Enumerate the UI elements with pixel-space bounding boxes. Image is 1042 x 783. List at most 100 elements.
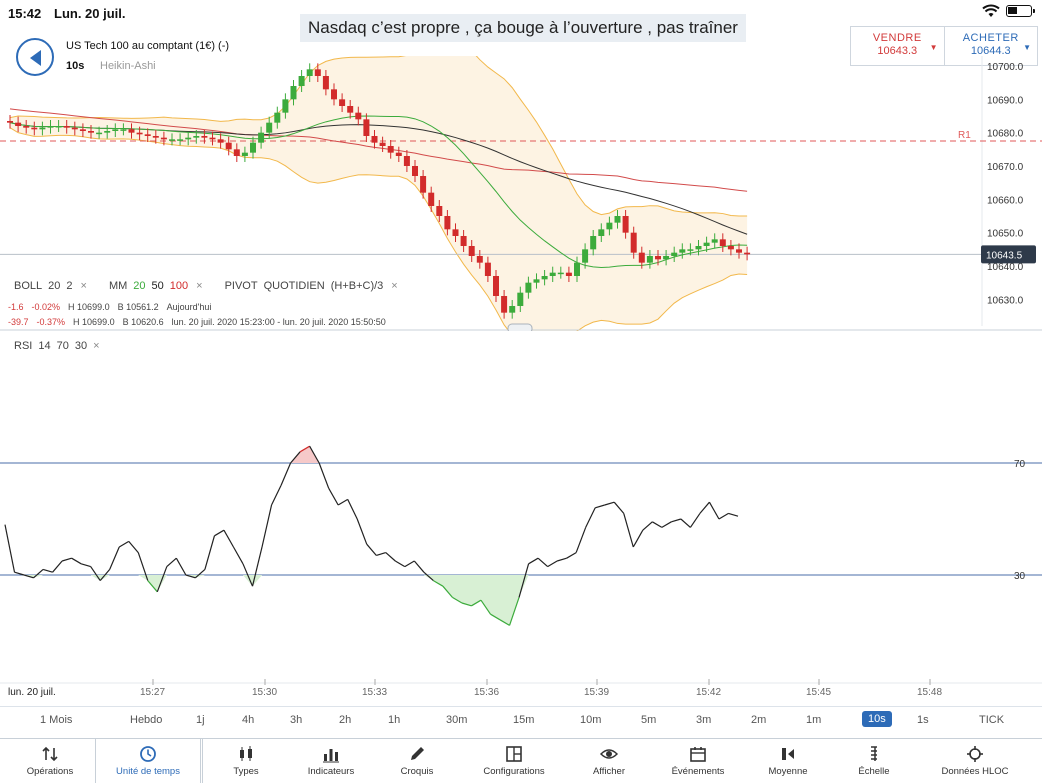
timeframe-1-mois[interactable]: 1 Mois [40,714,73,726]
candle [412,166,418,176]
candle [630,232,637,253]
rsi-segment [689,513,701,528]
back-arrow-icon [30,50,41,66]
toolbar-label: Moyenne [768,766,808,777]
toolbar-label: Échelle [858,766,890,777]
rsi-segment [14,571,25,576]
instrument-name[interactable]: US Tech 100 au comptant (1€) (-) [66,40,230,52]
rsi-segment [42,568,53,573]
toolbar-pencil-button[interactable]: Croquis [377,739,457,783]
rsi-segment [604,501,615,506]
back-button[interactable] [16,38,54,76]
timeframe-1h[interactable]: 1h [388,714,401,726]
candle [436,206,443,216]
rsi-segment [356,518,368,545]
timeframe-2m[interactable]: 2m [751,714,767,726]
candle-type-label: Heikin-Ashi [100,60,156,72]
rsi-segment [261,504,273,548]
rsi-segment [585,507,596,528]
candle [120,129,127,131]
candle [128,129,135,133]
boll-remove-icon[interactable]: × [80,280,87,292]
mm-label[interactable]: MM [108,280,128,292]
rsi-segment [385,552,396,562]
candle [387,146,394,153]
toolbar-layout-button[interactable]: Configurations [466,739,562,783]
rsi-segment [52,560,63,573]
layout-icon [506,746,522,762]
rsi-segment [404,560,415,568]
time-axis-date: lun. 20 juil. [8,687,56,698]
candle [185,137,192,140]
timeframe-hebdo[interactable]: Hebdo [130,714,163,726]
candle [63,126,70,128]
timeframe-1j[interactable]: 1j [196,714,205,726]
ma100-line [9,108,748,192]
timeframe-1s[interactable]: 1s [917,714,929,726]
rsi-70-label: 70 [1014,459,1026,470]
candle [177,139,184,141]
rsi-segment [118,540,130,548]
timeframe-4h[interactable]: 4h [242,714,255,726]
timeframe-15m[interactable]: 15m [513,714,535,726]
caption-overlay: Nasdaq c’est propre , ça bouge à l’ouver… [300,14,746,42]
quote-box: VENDRE 10643.3 ▼ ACHETER 10644.3 ▼ [850,26,1038,66]
pivot-label[interactable]: PIVOT [224,280,258,292]
pane-resize-handle [507,323,533,331]
timeframe-30m[interactable]: 30m [446,714,468,726]
rsi-30-label: 30 [1014,571,1026,582]
timeframe-10m[interactable]: 10m [580,714,602,726]
stats-low: B 10561.2 [117,302,159,312]
timeframe-1m[interactable]: 1m [806,714,822,726]
candle [274,112,281,123]
rsi-label[interactable]: RSI [14,340,33,352]
candle [460,236,467,246]
sell-button[interactable]: VENDRE 10643.3 ▼ [851,27,945,65]
rsi-segment [23,574,34,579]
time-tick-label: 15:33 [362,687,387,698]
rsi-chart[interactable]: 70 30 lun. 20 juil. 15:27 15:30 15:33 15:36 15:… [0,333,1042,703]
rsi-remove-icon[interactable]: × [93,340,100,352]
price-tick-label: 10680.0 [987,129,1024,140]
toolbar-bar-chart-button[interactable]: Indicateurs [291,739,371,783]
mm-remove-icon[interactable]: × [196,280,203,292]
rsi-segment [623,513,634,548]
rsi-segment [499,619,510,626]
rsi-segment [442,585,453,598]
bollinger-band-fill [10,56,748,331]
timeframe-3m[interactable]: 3m [696,714,712,726]
toolbar-crosshair-button[interactable]: Données HLOC [920,739,1030,783]
toolbar-separator [202,739,203,783]
arrows-updown-icon [42,746,58,762]
candle [15,122,22,126]
timeframe-5m[interactable]: 5m [641,714,657,726]
candle [533,279,540,283]
toolbar-arrows-updown-button[interactable]: Opérations [4,739,96,783]
toolbar-calendar-button[interactable]: Événements [654,739,742,783]
rsi-segment [166,557,177,568]
rsi-segment [452,596,463,604]
rsi-segment [423,571,434,582]
toolbar-eye-button[interactable]: Afficher [569,739,649,783]
candle [614,216,621,223]
rsi-segment [280,462,292,486]
timeframe-tick[interactable]: TICK [979,714,1005,726]
candle [549,272,556,276]
candle [476,256,483,263]
timeframe-2h[interactable]: 2h [339,714,352,726]
candle [452,229,459,236]
toolbar-clock-button[interactable]: Unité de temps [95,739,201,783]
candle [744,252,751,255]
toolbar-average-button[interactable]: Moyenne [748,739,828,783]
price-tick-label: 10660.0 [987,195,1024,206]
price-chart[interactable]: 10700.0 10690.0 10680.0 10670.0 10660.0 10650… [0,56,1042,331]
buy-button[interactable]: ACHETER 10644.3 ▼ [945,27,1038,65]
candle [695,246,702,250]
timeframe-10s[interactable]: 10s [862,711,892,727]
boll-label[interactable]: BOLL [14,280,43,292]
pivot-remove-icon[interactable]: × [391,280,398,292]
timeframe-3h[interactable]: 3h [290,714,303,726]
toolbar-scale-button[interactable]: Échelle [834,739,914,783]
toolbar-candles-button[interactable]: Types [206,739,286,783]
rsi-segment [394,560,406,568]
